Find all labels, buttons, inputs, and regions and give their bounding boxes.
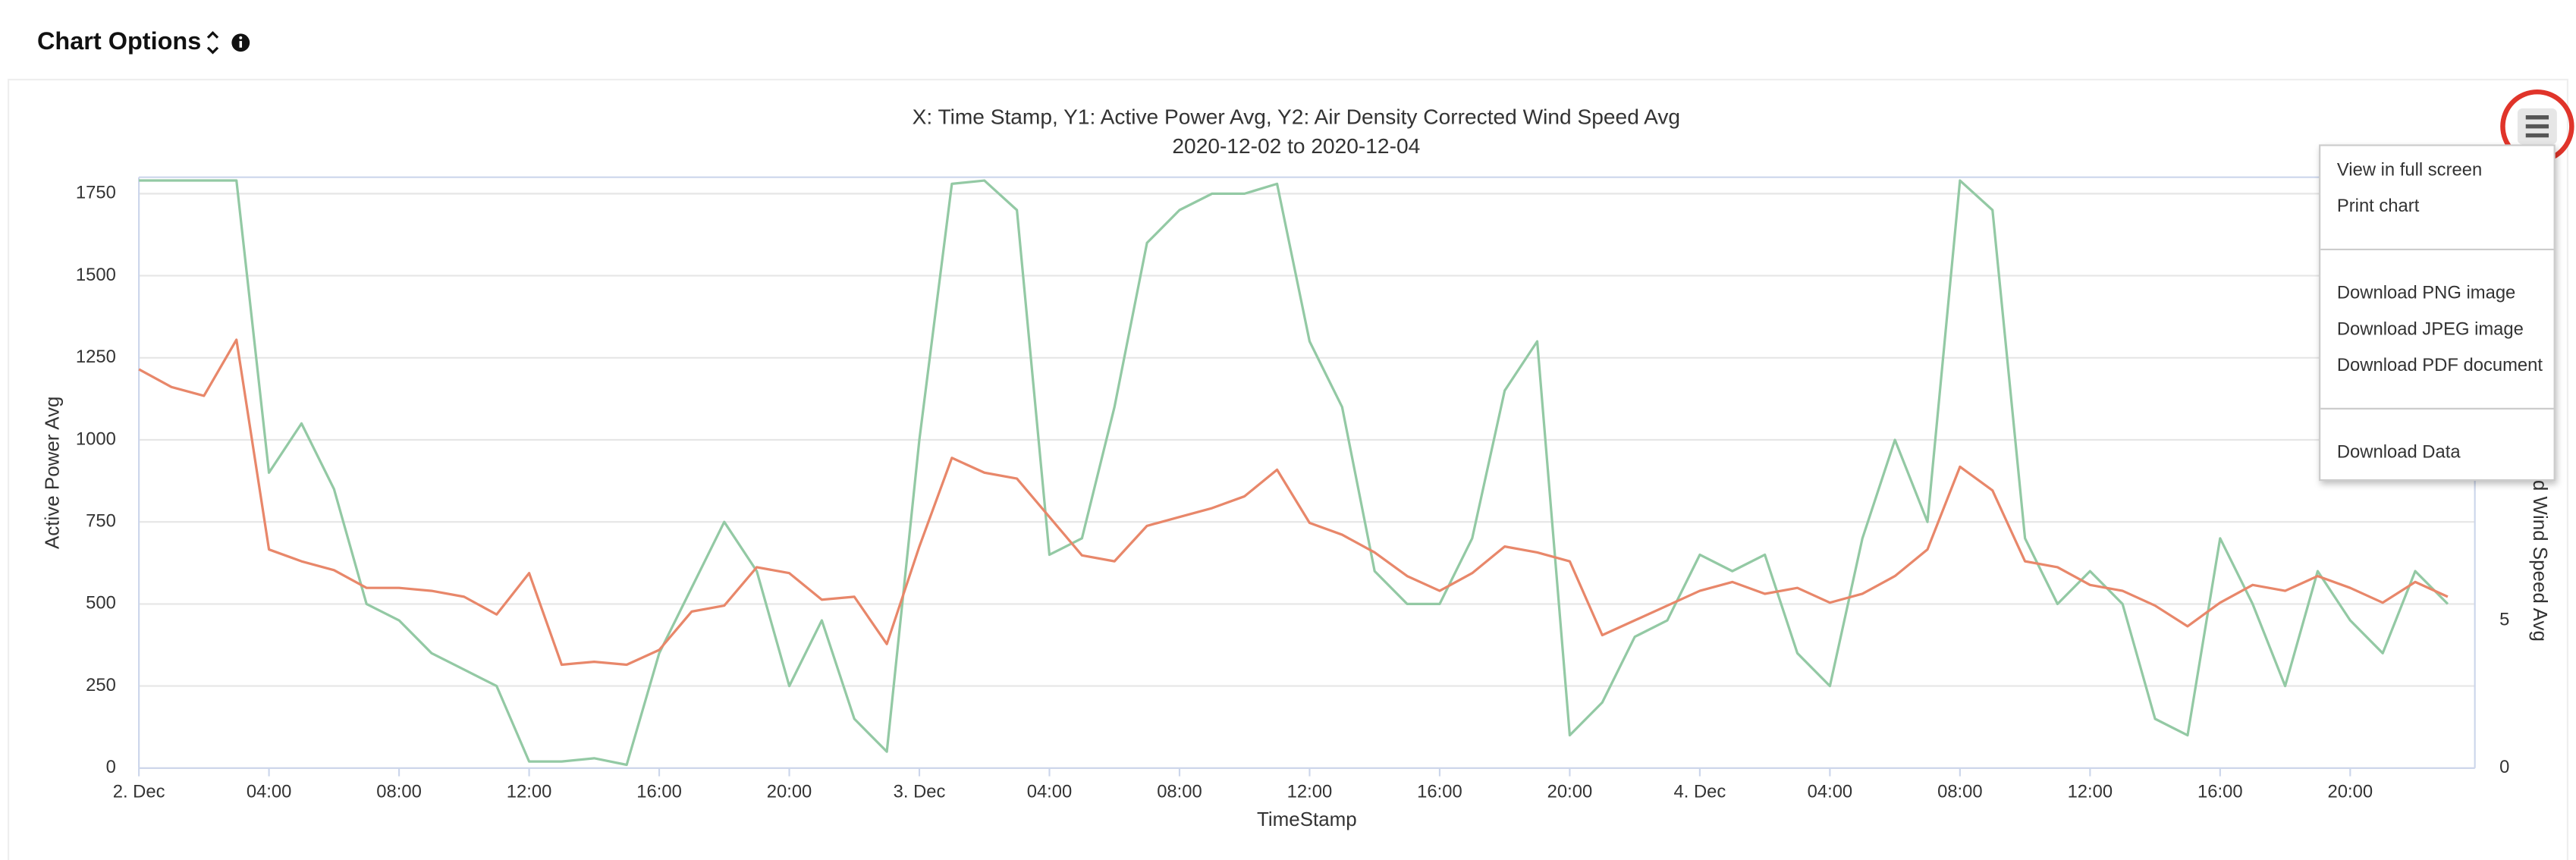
hamburger-icon — [2525, 115, 2549, 138]
context-menu: View in full screen Print chart Download P… — [2319, 144, 2556, 482]
x-tick-label: 20:00 — [767, 782, 812, 802]
y-tick-label: 500 — [86, 593, 116, 614]
menu-item[interactable]: Download PDF document — [2337, 355, 2543, 375]
x-tick-label: 08:00 — [1157, 782, 1202, 802]
x-tick-label: 12:00 — [507, 782, 552, 802]
x-tick-label: 12:00 — [2068, 782, 2113, 802]
x-tick-label: 08:00 — [376, 782, 422, 802]
x-tick-label: 04:00 — [247, 782, 292, 802]
x-tick-label: 20:00 — [2328, 782, 2373, 802]
menu-item[interactable]: Print chart — [2337, 196, 2420, 216]
chart-title: X: Time Stamp, Y1: Active Power Avg, Y2:… — [913, 105, 1680, 128]
x-axis-label: TimeStamp — [1257, 808, 1357, 830]
x-tick-label: 04:00 — [1027, 782, 1073, 802]
y-tick-label: 750 — [86, 510, 116, 531]
y-tick-label: 0 — [106, 757, 116, 777]
series-line — [139, 179, 2449, 767]
x-tick-label: 16:00 — [2197, 782, 2243, 802]
chart-subtitle: 2020-12-02 to 2020-12-04 — [1172, 134, 1420, 158]
y-tick-label: 250 — [86, 675, 116, 695]
x-tick-label: 16:00 — [636, 782, 682, 802]
sort-icon[interactable] — [206, 30, 219, 55]
y2-tick-label: 0 — [2499, 757, 2509, 777]
y-tick-label: 1500 — [76, 265, 116, 285]
menu-item[interactable]: Download PNG image — [2337, 283, 2515, 303]
header-title[interactable]: Chart Options — [37, 27, 201, 55]
menu-item[interactable]: Download JPEG image — [2337, 319, 2524, 339]
y-axis-label: Active Power Avg — [40, 397, 63, 549]
series-line — [138, 338, 2449, 667]
x-tick-label: 12:00 — [1287, 782, 1333, 802]
info-dot — [239, 36, 243, 39]
x-tick-label: 4. Dec — [1674, 782, 1726, 802]
info-icon[interactable] — [231, 33, 250, 52]
x-tick-label: 20:00 — [1547, 782, 1593, 802]
y-tick-label: 1250 — [76, 347, 116, 367]
chart-options-toggle[interactable]: Chart Options — [37, 27, 219, 55]
menu-panel — [2319, 144, 2556, 482]
x-tick-label: 04:00 — [1808, 782, 1853, 802]
menu-item[interactable]: View in full screen — [2337, 159, 2482, 180]
x-tick-label: 08:00 — [1937, 782, 1983, 802]
y2-tick-label: 5 — [2499, 609, 2509, 629]
info-glyph — [239, 41, 243, 48]
y-tick-label: 1000 — [76, 428, 116, 449]
y-tick-label: 1750 — [76, 183, 116, 203]
x-tick-label: 2. Dec — [113, 782, 165, 802]
chart-container — [7, 78, 2569, 860]
menu-item[interactable]: Download Data — [2337, 442, 2461, 463]
x-tick-label: 16:00 — [1417, 782, 1462, 802]
x-tick-label: 3. Dec — [894, 782, 946, 802]
